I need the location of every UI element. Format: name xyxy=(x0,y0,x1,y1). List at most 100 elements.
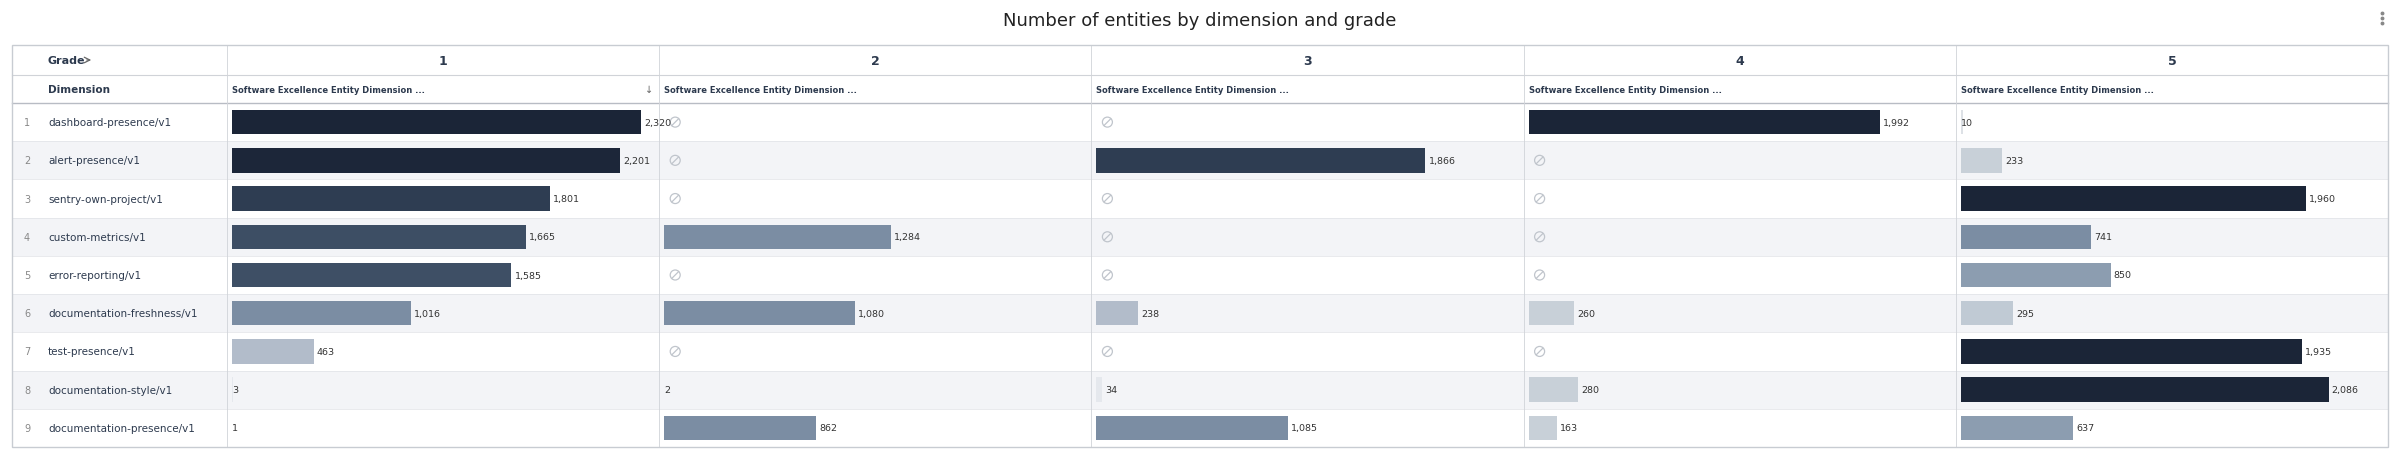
Text: 1,801: 1,801 xyxy=(552,195,578,203)
Text: 10: 10 xyxy=(1961,118,1973,127)
Bar xyxy=(12,256,2388,294)
Text: test-presence/v1: test-presence/v1 xyxy=(48,347,137,357)
Text: 34: 34 xyxy=(1106,385,1118,394)
Text: 7: 7 xyxy=(24,347,31,357)
Text: 741: 741 xyxy=(2095,233,2112,242)
Text: Software Excellence Entity Dimension ...: Software Excellence Entity Dimension ... xyxy=(1961,86,2153,94)
Text: 233: 233 xyxy=(2004,157,2023,166)
Text: Dimension: Dimension xyxy=(48,85,110,95)
Text: Software Excellence Entity Dimension ...: Software Excellence Entity Dimension ... xyxy=(665,86,857,94)
Bar xyxy=(12,294,2388,333)
Text: 295: 295 xyxy=(2016,309,2033,318)
Bar xyxy=(1097,416,1289,440)
Bar xyxy=(12,46,2388,447)
Text: 1,960: 1,960 xyxy=(2309,195,2338,203)
Bar xyxy=(665,301,854,326)
Bar xyxy=(233,339,314,364)
Text: 1,080: 1,080 xyxy=(857,309,886,318)
Bar xyxy=(665,225,890,249)
Text: 2: 2 xyxy=(871,55,881,67)
Bar xyxy=(1961,416,2074,440)
Bar xyxy=(1097,378,1102,402)
Bar xyxy=(12,180,2388,218)
Bar xyxy=(1961,149,2002,173)
Text: error-reporting/v1: error-reporting/v1 xyxy=(48,270,142,280)
Text: 8: 8 xyxy=(24,385,31,395)
Text: 2,086: 2,086 xyxy=(2333,385,2359,394)
Bar xyxy=(665,416,816,440)
Bar xyxy=(12,104,2388,142)
Bar xyxy=(233,111,641,135)
Text: 5: 5 xyxy=(24,270,31,280)
Text: 1,284: 1,284 xyxy=(893,233,922,242)
Bar xyxy=(1529,416,1558,440)
Bar xyxy=(12,46,2388,76)
Text: 2: 2 xyxy=(24,156,31,166)
Text: 4: 4 xyxy=(1735,55,1745,67)
Bar xyxy=(233,263,511,288)
Text: 5: 5 xyxy=(2167,55,2177,67)
Bar xyxy=(1529,111,1879,135)
Bar xyxy=(12,371,2388,409)
Text: 850: 850 xyxy=(2114,271,2131,280)
Bar xyxy=(1961,225,2090,249)
Bar xyxy=(1529,301,1574,326)
Bar xyxy=(12,333,2388,371)
Bar xyxy=(12,142,2388,180)
Text: custom-metrics/v1: custom-metrics/v1 xyxy=(48,232,146,242)
Text: 1: 1 xyxy=(439,55,446,67)
Text: 238: 238 xyxy=(1142,309,1159,318)
Text: 1,992: 1,992 xyxy=(1884,118,1910,127)
Text: Software Excellence Entity Dimension ...: Software Excellence Entity Dimension ... xyxy=(1529,86,1721,94)
Text: 260: 260 xyxy=(1577,309,1596,318)
Bar xyxy=(233,301,410,326)
Text: 163: 163 xyxy=(1560,424,1579,432)
Bar xyxy=(1097,301,1138,326)
Text: 1,016: 1,016 xyxy=(415,309,442,318)
Text: ↓: ↓ xyxy=(646,85,653,95)
Text: 1,085: 1,085 xyxy=(1291,424,1318,432)
Bar xyxy=(1961,263,2110,288)
Text: Grade: Grade xyxy=(48,56,86,66)
Text: 1,585: 1,585 xyxy=(514,271,542,280)
Text: 3: 3 xyxy=(233,385,238,394)
Text: Software Excellence Entity Dimension ...: Software Excellence Entity Dimension ... xyxy=(1097,86,1289,94)
Text: 1,935: 1,935 xyxy=(2304,347,2333,356)
Bar xyxy=(1961,187,2306,211)
Text: 637: 637 xyxy=(2076,424,2095,432)
Text: 862: 862 xyxy=(818,424,838,432)
Text: alert-presence/v1: alert-presence/v1 xyxy=(48,156,139,166)
Text: Software Excellence Entity Dimension ...: Software Excellence Entity Dimension ... xyxy=(233,86,425,94)
Bar xyxy=(1961,301,2014,326)
Bar xyxy=(233,187,550,211)
Bar xyxy=(233,225,526,249)
Text: 6: 6 xyxy=(24,308,31,318)
Text: 1: 1 xyxy=(233,424,238,432)
Bar xyxy=(12,409,2388,447)
Bar xyxy=(12,76,2388,104)
Text: 4: 4 xyxy=(24,232,31,242)
Text: 2,320: 2,320 xyxy=(643,118,672,127)
Text: documentation-style/v1: documentation-style/v1 xyxy=(48,385,173,395)
Text: 463: 463 xyxy=(317,347,334,356)
Bar xyxy=(1961,339,2302,364)
Bar xyxy=(12,46,2388,447)
Text: dashboard-presence/v1: dashboard-presence/v1 xyxy=(48,118,170,128)
Text: 1,665: 1,665 xyxy=(528,233,554,242)
Text: Number of entities by dimension and grade: Number of entities by dimension and grad… xyxy=(1003,12,1397,30)
Text: 2: 2 xyxy=(665,385,670,394)
Text: documentation-freshness/v1: documentation-freshness/v1 xyxy=(48,308,197,318)
Text: 2,201: 2,201 xyxy=(624,157,650,166)
Text: 9: 9 xyxy=(24,423,31,433)
Bar xyxy=(12,218,2388,256)
Bar xyxy=(1961,378,2328,402)
Bar xyxy=(1529,378,1577,402)
Text: 1,866: 1,866 xyxy=(1428,157,1454,166)
Text: sentry-own-project/v1: sentry-own-project/v1 xyxy=(48,194,163,204)
Bar xyxy=(1097,149,1426,173)
Text: 3: 3 xyxy=(1303,55,1313,67)
Text: documentation-presence/v1: documentation-presence/v1 xyxy=(48,423,194,433)
Bar xyxy=(233,149,619,173)
Text: 3: 3 xyxy=(24,194,31,204)
Text: 1: 1 xyxy=(24,118,31,128)
